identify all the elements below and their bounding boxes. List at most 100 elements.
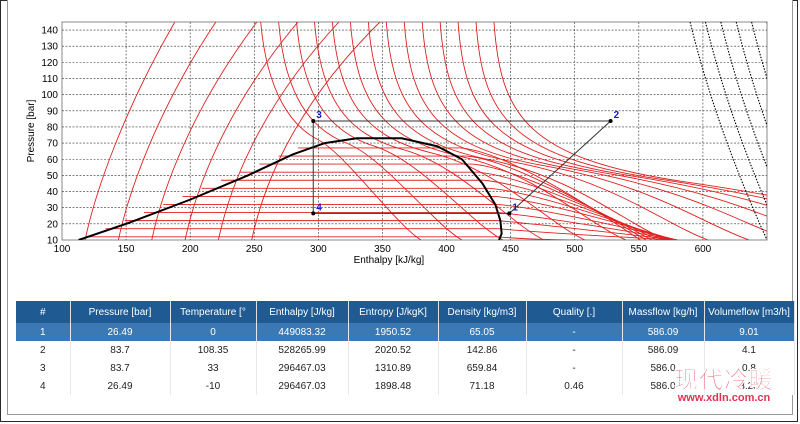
table-cell: 83.7 [70, 359, 171, 377]
cycle-segment [509, 120, 611, 214]
table-cell: 586.09 [622, 323, 705, 341]
isochore-group [689, 22, 792, 240]
grid-lines [62, 22, 767, 240]
saturation-dome [78, 137, 503, 240]
ph-diagram-chart[interactable]: 1 2 3 4 100 150 200 250 300 350 400 450 500 550 600 10 2… [8, 0, 792, 290]
isochore-line [720, 22, 767, 169]
isotherm-line [117, 22, 217, 240]
y-tick-label: 70 [47, 139, 59, 150]
cycle-point [311, 118, 316, 123]
watermark-text: 现代冷暖 [674, 366, 774, 394]
table-cell: 1 [16, 323, 71, 341]
table-cell: 1310.89 [348, 359, 439, 377]
table-cell: 528265.99 [256, 341, 349, 359]
y-tick-label: 120 [41, 58, 58, 69]
table-row[interactable]: 4 26.49 -10 296467.03 1898.48 71.18 0.46 586.0 8… [16, 377, 795, 395]
cycle-point-label: 3 [316, 110, 322, 121]
table-cell: 4 [16, 377, 71, 395]
isotherm-line [403, 22, 750, 240]
x-tick-label: 400 [438, 244, 455, 255]
table-row[interactable]: 2 83.7 108.35 528265.99 2020.52 142.86-586.09… [16, 341, 795, 359]
x-tick-label: 600 [695, 244, 712, 255]
table-cell: 4.1 [704, 341, 795, 359]
state-points-table: # Pressure [bar] Temperature [° Enthalpy… [16, 301, 795, 395]
app-panel: 1 2 3 4 100 150 200 250 300 350 400 450 500 550 600 10 2… [8, 0, 795, 414]
table-cell: 9.01 [704, 323, 795, 341]
watermark-url: www.xdln.com.cn [677, 392, 771, 404]
table-cell: 71.18 [438, 377, 527, 395]
table-cell: 296467.03 [256, 359, 349, 377]
table-cell: 108.35 [170, 341, 257, 359]
table-cell: 449083.32 [256, 323, 349, 341]
isotherm-line [478, 171, 658, 240]
isotherm-line [314, 22, 545, 240]
y-tick-label: 90 [47, 106, 59, 117]
isotherm-line [260, 22, 422, 240]
y-tick-label: 60 [47, 155, 59, 166]
table-cell: 142.86 [438, 341, 527, 359]
table-cell: 3 [16, 359, 71, 377]
col-header-massflow[interactable]: Massflow [kg/h] [622, 301, 705, 323]
table-cell: 0.8 [704, 359, 795, 377]
x-tick-label: 100 [54, 244, 71, 255]
isotherm-line [460, 147, 641, 240]
col-header-enthalpy[interactable]: Enthalpy [J/kg] [256, 301, 349, 323]
table-cell: 0.46 [526, 377, 623, 395]
table-cell: - [526, 359, 623, 377]
table-cell: 586.0 [622, 359, 705, 377]
x-tick-label: 300 [310, 244, 327, 255]
isochore-line [704, 22, 767, 207]
cycle-point-label: 1 [512, 202, 518, 213]
cycle-lines [312, 120, 611, 214]
y-tick-label: 140 [41, 26, 58, 37]
cycle-point [507, 211, 512, 216]
table-cell: 8.23 [704, 377, 795, 395]
y-tick-label: 110 [42, 74, 58, 85]
col-header-density[interactable]: Density [kg/m3] [438, 301, 527, 323]
table-cell: 2 [16, 341, 71, 359]
table-row[interactable]: 3 83.7 33 296467.03 1310.89 659.84-586.0 0.8 [16, 359, 795, 377]
y-axis-label: Pressure [bar] [26, 99, 37, 162]
y-tick-label: 20 [47, 219, 59, 230]
isotherm-line [457, 22, 767, 206]
x-tick-label: 150 [118, 244, 135, 255]
table-cell: -10 [170, 377, 257, 395]
col-header-quality[interactable]: Quality [.] [526, 301, 623, 323]
table-row[interactable]: 1 26.49 0 449083.32 1950.52 65.05-586.09 9.01 [16, 323, 795, 341]
table-cell: 296467.03 [256, 377, 349, 395]
table-cell: 586.09 [622, 341, 705, 359]
isotherm-line [497, 236, 678, 240]
table-cell: 33 [170, 359, 257, 377]
x-axis-label: Enthalpy [kJ/kg] [354, 255, 425, 266]
table-header-row: # Pressure [bar] Temperature [° Enthalpy… [16, 301, 795, 323]
table-cell: 1898.48 [348, 377, 439, 395]
cycle-point-label: 2 [614, 110, 620, 121]
col-header-index[interactable]: # [16, 301, 71, 323]
x-tick-label: 450 [502, 244, 519, 255]
isotherm-line [332, 22, 586, 240]
table-cell: 1950.52 [348, 323, 439, 341]
isochore-line [782, 22, 792, 240]
col-header-pressure[interactable]: Pressure [bar] [70, 301, 171, 323]
isotherm-line [421, 22, 767, 232]
col-header-volumeflow[interactable]: Volumeflow [m3/h] [704, 301, 795, 323]
col-header-temperature[interactable]: Temperature [° [170, 301, 257, 323]
col-header-entropy[interactable]: Entropy [J/kgK] [348, 301, 439, 323]
isotherm-line [497, 220, 678, 240]
isotherm-line [439, 22, 767, 217]
isotherm-line [472, 163, 653, 240]
table-cell: 2020.52 [348, 341, 439, 359]
y-tick-label: 80 [47, 122, 59, 133]
cycle-point-label: 4 [316, 202, 322, 213]
isotherm-line [367, 22, 668, 240]
isotherm-line [385, 22, 709, 240]
y-tick-label: 100 [41, 90, 58, 101]
table-cell: 586.0 [622, 377, 705, 395]
table-cell: 26.49 [70, 323, 171, 341]
isochore-line [689, 22, 767, 240]
isotherm-line [483, 179, 664, 240]
x-tick-label: 350 [374, 244, 391, 255]
isotherm-line [296, 22, 504, 240]
x-tick-label: 550 [630, 244, 647, 255]
x-tick-label: 500 [566, 244, 583, 255]
